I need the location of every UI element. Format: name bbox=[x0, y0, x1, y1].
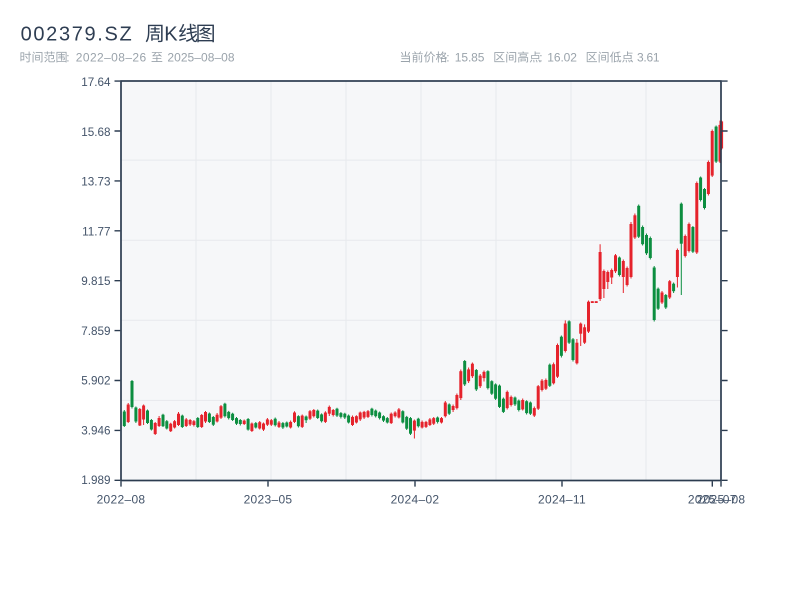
svg-text::: : bbox=[446, 51, 449, 65]
svg-text:2023–05: 2023–05 bbox=[244, 493, 293, 507]
svg-text:2025–08: 2025–08 bbox=[697, 493, 746, 507]
svg-text:15.68: 15.68 bbox=[81, 126, 110, 139]
svg-text:9.815: 9.815 bbox=[81, 275, 111, 288]
svg-text:11.77: 11.77 bbox=[82, 225, 110, 238]
svg-text:2025–07: 2025–07 bbox=[688, 493, 737, 507]
svg-text:15.85: 15.85 bbox=[455, 51, 485, 65]
svg-text:7.859: 7.859 bbox=[81, 325, 110, 338]
svg-text:2022–08–26: 2022–08–26 bbox=[76, 51, 147, 65]
svg-text::: : bbox=[539, 51, 542, 65]
svg-text:5.902: 5.902 bbox=[81, 375, 110, 388]
svg-text:K: K bbox=[164, 24, 178, 46]
svg-text::: : bbox=[629, 51, 632, 65]
svg-text:002379.SZ: 002379.SZ bbox=[21, 24, 134, 46]
svg-text:2024–02: 2024–02 bbox=[391, 493, 440, 507]
svg-text:2022–08: 2022–08 bbox=[97, 493, 146, 507]
svg-text:3.946: 3.946 bbox=[81, 424, 110, 437]
svg-text::: : bbox=[66, 51, 69, 65]
svg-text:13.73: 13.73 bbox=[81, 176, 110, 189]
svg-text:3.61: 3.61 bbox=[637, 51, 660, 65]
svg-text:2024–11: 2024–11 bbox=[538, 493, 586, 507]
svg-text:2025–08–08: 2025–08–08 bbox=[167, 51, 235, 65]
svg-text:1.989: 1.989 bbox=[81, 474, 110, 487]
svg-text:16.02: 16.02 bbox=[547, 51, 577, 65]
svg-text:17.64: 17.64 bbox=[81, 76, 111, 89]
